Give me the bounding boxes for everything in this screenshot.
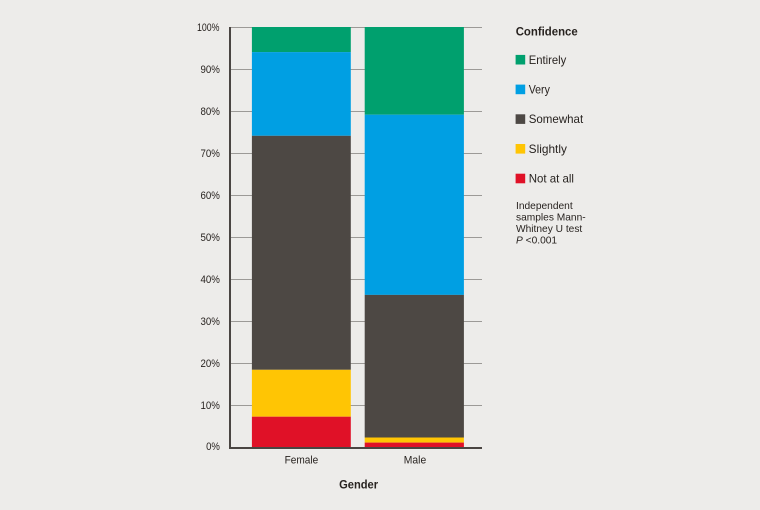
svg-text:100%: 100% bbox=[197, 22, 220, 34]
svg-text:Not at all: Not at all bbox=[529, 172, 574, 186]
svg-text:10%: 10% bbox=[201, 400, 221, 412]
svg-text:Gender: Gender bbox=[339, 477, 378, 491]
svg-text:Confidence: Confidence bbox=[516, 25, 578, 39]
svg-text:50%: 50% bbox=[201, 232, 221, 244]
svg-text:80%: 80% bbox=[201, 106, 221, 118]
svg-text:P <0.001: P <0.001 bbox=[516, 236, 557, 247]
svg-text:Female: Female bbox=[285, 455, 319, 467]
svg-text:0%: 0% bbox=[206, 441, 220, 453]
svg-text:Entirely: Entirely bbox=[529, 53, 567, 67]
svg-text:Independent: Independent bbox=[516, 201, 573, 212]
svg-text:Slightly: Slightly bbox=[529, 142, 567, 156]
svg-text:Male: Male bbox=[404, 455, 426, 467]
svg-text:30%: 30% bbox=[201, 316, 221, 328]
svg-text:Somewhat: Somewhat bbox=[529, 112, 584, 126]
svg-text:70%: 70% bbox=[201, 148, 221, 160]
svg-text:Whitney U test: Whitney U test bbox=[516, 224, 582, 235]
svg-text:90%: 90% bbox=[201, 64, 221, 76]
svg-text:Very: Very bbox=[529, 83, 550, 97]
svg-text:20%: 20% bbox=[201, 358, 221, 370]
svg-text:40%: 40% bbox=[201, 274, 221, 286]
svg-text:samples Mann-: samples Mann- bbox=[516, 213, 586, 224]
svg-text:60%: 60% bbox=[201, 190, 221, 202]
